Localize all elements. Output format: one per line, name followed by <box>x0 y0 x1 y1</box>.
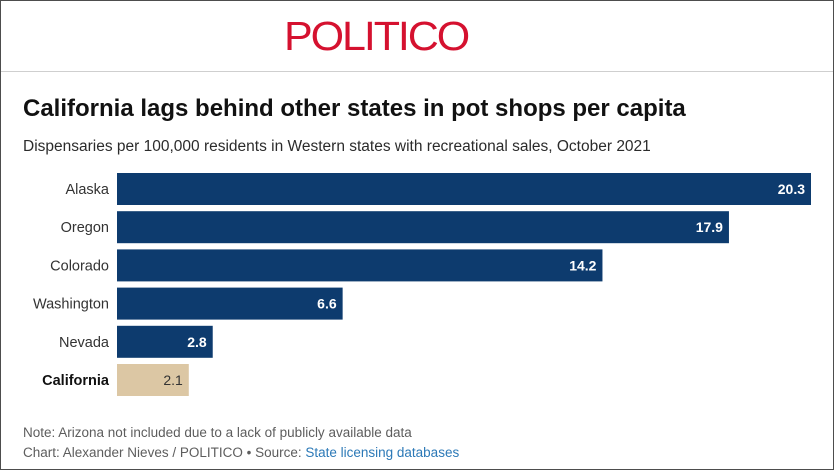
chart-subtitle: Dispensaries per 100,000 residents in We… <box>23 138 651 155</box>
value-label-alaska: 20.3 <box>778 181 805 197</box>
politico-logo[interactable]: POLITICO <box>284 13 470 59</box>
bar-washington <box>117 287 343 320</box>
footer-credit: Chart: Alexander Nieves / POLITICO • Sou… <box>23 444 459 462</box>
value-label-colorado: 14.2 <box>569 257 596 273</box>
credit-text: Chart: Alexander Nieves / POLITICO • Sou… <box>23 445 306 460</box>
bar-california <box>117 364 189 396</box>
footer-note: Note: Arizona not included due to a lack… <box>23 425 412 440</box>
chart-title: California lags behind other states in p… <box>23 95 686 122</box>
horizontal-bar-chart: Alaska 20.3 Oregon 17.9 Colorado 14.2 Washingt… <box>33 173 811 396</box>
category-label-washington: Washington <box>33 297 109 313</box>
header: POLITICO <box>1 1 833 72</box>
category-label-alaska: Alaska <box>65 182 109 198</box>
category-label-oregon: Oregon <box>61 220 109 236</box>
value-label-washington: 6.6 <box>317 296 337 312</box>
value-label-california: 2.1 <box>163 372 183 388</box>
bar-oregon <box>117 211 729 244</box>
value-label-oregon: 17.9 <box>696 219 723 235</box>
bar-nevada <box>117 325 213 358</box>
category-label-nevada: Nevada <box>59 335 110 351</box>
source-link[interactable]: State licensing databases <box>305 445 460 460</box>
category-label-colorado: Colorado <box>50 258 109 274</box>
category-label-california: California <box>42 373 110 389</box>
bar-colorado <box>117 249 603 282</box>
value-label-nevada: 2.8 <box>187 334 207 350</box>
bar-alaska <box>117 173 811 205</box>
